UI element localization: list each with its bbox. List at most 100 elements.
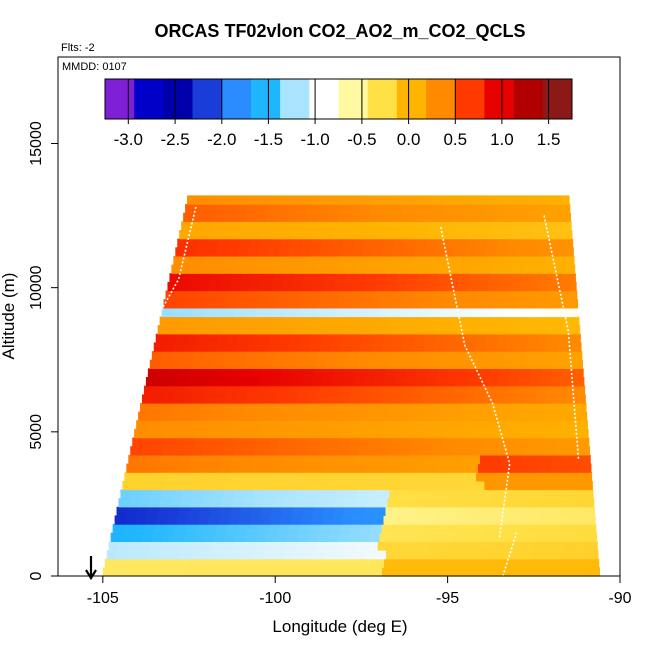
colorbar-swatch <box>513 79 544 119</box>
heatmap-cell <box>419 221 431 231</box>
heatmap-cell <box>486 333 498 344</box>
heatmap-cell <box>333 506 345 517</box>
heatmap-cell <box>353 281 365 292</box>
heatmap-cell <box>466 377 478 387</box>
heatmap-cell <box>317 394 329 404</box>
heatmap-cell <box>436 420 448 430</box>
heatmap-cell <box>353 463 365 473</box>
heatmap-cell <box>379 489 390 499</box>
heatmap-cell <box>519 325 531 335</box>
heatmap-cell <box>313 411 325 421</box>
heatmap-cell <box>362 515 374 525</box>
heatmap-cell <box>251 506 262 517</box>
heatmap-cell <box>461 264 472 274</box>
heatmap-cell <box>482 307 494 318</box>
heatmap-cell <box>246 299 258 309</box>
heatmap-cell <box>184 299 196 309</box>
heatmap-cell <box>545 437 557 447</box>
heatmap-cell <box>566 394 578 404</box>
heatmap-cell <box>222 403 234 413</box>
heatmap-cell <box>568 290 578 300</box>
heatmap-cell <box>270 420 282 430</box>
heatmap-cell <box>309 247 321 257</box>
heatmap-cell <box>415 558 427 568</box>
heatmap-cell <box>173 437 185 447</box>
heatmap-cell <box>212 264 224 274</box>
heatmap-cell <box>325 541 337 551</box>
heatmap-cell <box>254 307 266 318</box>
heatmap-cell <box>442 255 454 266</box>
heatmap-cell <box>164 342 176 352</box>
heatmap-cell <box>428 454 440 465</box>
heatmap-cell <box>429 541 441 551</box>
heatmap-cell <box>168 368 180 378</box>
heatmap-cell <box>268 290 280 300</box>
heatmap-cell <box>233 264 245 274</box>
heatmap-cell <box>380 299 392 309</box>
heatmap-cell <box>309 524 321 534</box>
heatmap-cell <box>188 325 200 335</box>
heatmap-cell <box>146 558 158 568</box>
heatmap-cell <box>223 489 235 499</box>
heatmap-cell <box>135 515 147 525</box>
heatmap-cell <box>418 316 430 326</box>
heatmap-cell <box>284 403 296 413</box>
heatmap-cell <box>259 377 271 387</box>
heatmap-cell <box>472 489 484 499</box>
heatmap-cell <box>171 307 183 318</box>
heatmap-cell <box>421 212 432 222</box>
heatmap-cell <box>528 238 540 248</box>
heatmap-cell <box>227 247 238 257</box>
heatmap-cell <box>347 307 359 318</box>
heatmap-cell <box>185 428 197 439</box>
heatmap-cell <box>526 524 538 534</box>
heatmap-cell <box>183 437 195 447</box>
heatmap-cell <box>300 333 312 344</box>
heatmap-cell <box>417 550 428 560</box>
heatmap-cell <box>374 463 386 473</box>
heatmap-cell <box>325 316 337 326</box>
heatmap-cell <box>506 247 518 257</box>
heatmap-cell <box>148 550 160 560</box>
heatmap-cell <box>450 264 462 274</box>
heatmap-cell <box>194 255 205 266</box>
heatmap-cell <box>283 273 295 283</box>
heatmap-cell <box>410 212 422 222</box>
heatmap-cell <box>509 463 520 473</box>
heatmap-cell <box>507 472 519 482</box>
heatmap-cell <box>177 238 189 248</box>
heatmap-cell <box>202 307 214 318</box>
heatmap-cell <box>573 359 583 369</box>
heatmap-cell <box>394 238 406 248</box>
heatmap-cell <box>561 368 573 378</box>
heatmap-cell <box>334 230 346 240</box>
heatmap-cell <box>304 498 316 508</box>
heatmap-cell <box>189 230 201 240</box>
heatmap-cell <box>463 480 475 491</box>
heatmap-cell <box>267 204 279 214</box>
heatmap-cell <box>477 281 489 292</box>
heatmap-cell <box>300 195 312 205</box>
heatmap-cell <box>238 333 250 344</box>
heatmap-cell <box>276 394 288 404</box>
heatmap-cell <box>526 342 538 352</box>
heatmap-cell <box>207 333 219 344</box>
heatmap-cell <box>151 351 163 361</box>
heatmap-cell <box>195 342 207 352</box>
heatmap-cell <box>453 480 465 491</box>
heatmap-cell <box>267 342 279 352</box>
heatmap-cell <box>358 351 370 361</box>
heatmap-cell <box>247 204 259 214</box>
heatmap-cell <box>248 472 260 482</box>
heatmap-cell <box>540 325 552 335</box>
heatmap-cell <box>355 230 366 240</box>
heatmap-cell <box>152 394 164 404</box>
heatmap-cell <box>386 230 398 240</box>
heatmap-cell <box>375 506 387 517</box>
heatmap-cell <box>479 273 491 283</box>
heatmap-cell <box>476 515 488 525</box>
heatmap-cell <box>553 541 565 551</box>
heatmap-cell <box>348 394 360 404</box>
heatmap-cell <box>284 541 296 551</box>
